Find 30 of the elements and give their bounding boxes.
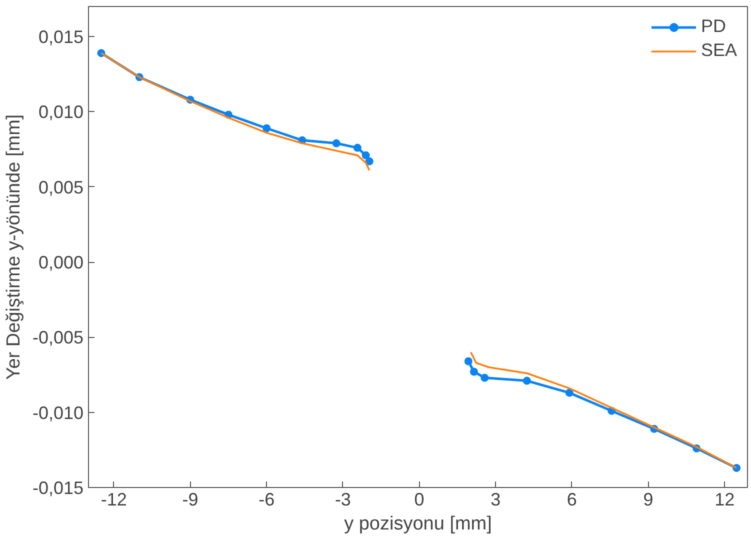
x-tick-label: -3 [334, 490, 351, 510]
point [262, 124, 271, 132]
y-tick-label: -0,010 [32, 402, 84, 423]
point [353, 144, 362, 152]
y-tick-label: 0,015 [38, 27, 84, 48]
point [332, 139, 340, 148]
legend-label: SEA [700, 40, 737, 61]
x-tick-label: -6 [258, 490, 275, 510]
point [522, 376, 531, 385]
x-tick-label: -9 [182, 490, 198, 510]
y-tick-label: -0,005 [32, 328, 84, 348]
y-tick-label: -0,015 [32, 478, 84, 498]
point [565, 388, 574, 397]
x-tick-label: 9 [643, 490, 654, 510]
y-axis-title: Yer Değiştirme y-yönünde [mm] [3, 114, 24, 380]
x-tick-label: 6 [566, 490, 577, 510]
x-tick-label: -12 [100, 490, 127, 510]
point [480, 374, 489, 382]
x-tick-label: 12 [714, 490, 735, 510]
point [365, 157, 374, 166]
y-tick-label: 0,010 [38, 102, 84, 122]
y-tick-label: 0,000 [38, 252, 84, 273]
x-tick-label: 3 [490, 490, 501, 510]
point [362, 151, 370, 160]
y-tick-label: 0,005 [38, 177, 84, 198]
legend-label: PD [700, 16, 726, 37]
x-tick-label: 0 [414, 490, 424, 510]
point [464, 357, 472, 366]
x-axis-title: y pozisyonu [mm] [344, 514, 492, 534]
point [470, 368, 478, 376]
